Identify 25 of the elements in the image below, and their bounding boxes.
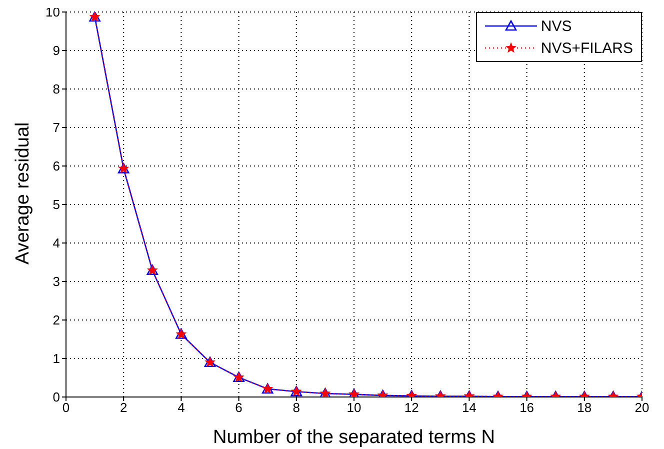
x-tick-label: 2 bbox=[120, 400, 128, 416]
x-tick-label: 8 bbox=[292, 400, 300, 416]
y-tick-label: 2 bbox=[52, 312, 60, 328]
x-tick-label: 6 bbox=[235, 400, 242, 416]
x-tick-label: 10 bbox=[346, 400, 362, 416]
y-tick-label: 1 bbox=[52, 351, 60, 366]
x-tick-label: 14 bbox=[462, 400, 476, 416]
legend-label: NVS bbox=[540, 18, 572, 34]
y-tick-label: 8 bbox=[52, 82, 60, 97]
x-tick-label: 0 bbox=[62, 400, 70, 416]
y-tick-label: 6 bbox=[52, 158, 60, 174]
x-tick-label: 16 bbox=[520, 400, 534, 416]
y-tick-label: 0 bbox=[52, 390, 60, 405]
x-tick-label: 12 bbox=[404, 400, 419, 416]
y-tick-label: 4 bbox=[52, 236, 60, 251]
x-axis-title: Number of the separated terms N bbox=[213, 427, 495, 448]
x-tick-label: 20 bbox=[634, 400, 650, 416]
y-tick-label: 7 bbox=[52, 120, 60, 136]
y-tick-label: 9 bbox=[52, 43, 60, 58]
y-axis-title: Average residual bbox=[12, 122, 34, 264]
legend-label: NVS+FILARS bbox=[540, 40, 633, 56]
y-tick-label: 5 bbox=[52, 197, 60, 212]
x-tick-label: 18 bbox=[577, 400, 592, 416]
y-tick-label: 3 bbox=[52, 274, 60, 290]
x-tick-label: 4 bbox=[178, 400, 185, 416]
